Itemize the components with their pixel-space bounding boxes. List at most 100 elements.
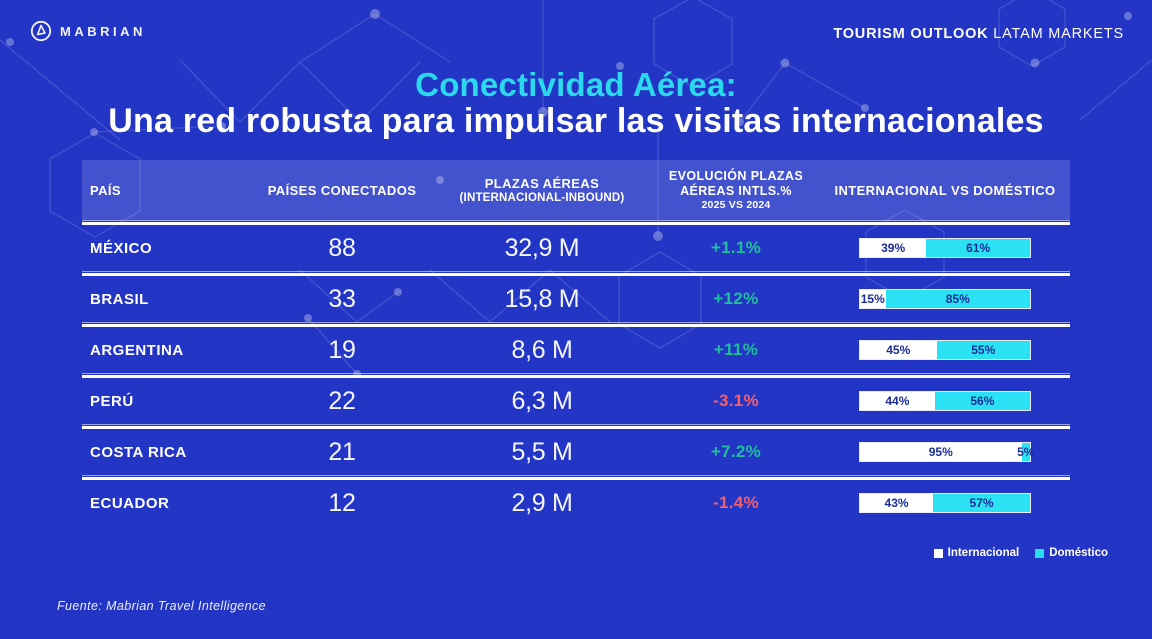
intl-vs-domestic-cell: 95% 5% [820,442,1070,462]
row-separator [82,271,1070,276]
intl-vs-domestic-bar: 15% 85% [859,289,1031,309]
bar-segment-domestico: 57% [933,494,1030,512]
air-seats-value: 2,9 M [511,488,573,517]
mabrian-logo-icon [30,20,52,42]
country-name: ARGENTINA [90,341,184,359]
intl-vs-domestic-cell: 45% 55% [820,340,1070,360]
top-bar: MABRIAN TOURISM OUTLOOK LATAM MARKETS [0,0,1152,42]
intl-vs-domestic-bar: 39% 61% [859,238,1031,258]
evolution-value: +7.2% [710,442,762,461]
country-name: ECUADOR [90,494,170,512]
table-row-argentina: ARGENTINA 19 8,6 M +11% 45% 55% [82,327,1070,373]
domestico-percent-label: 5% [1017,445,1035,459]
connected-countries-value: 19 [328,335,356,364]
connected-countries-value: 22 [328,386,356,415]
connected-countries-value: 12 [328,488,356,517]
connectivity-table: PAÍS PAÍSES CONECTADOS PLAZAS AÉREAS (IN… [82,160,1070,526]
legend-item-internacional: Internacional [933,547,1020,559]
country-name: PERÚ [90,392,134,410]
evolution-value: -3.1% [713,391,759,410]
bar-segment-internacional: 43% [860,494,934,512]
header-plazas-aereas: PLAZAS AÉREAS (INTERNACIONAL-INBOUND) [432,176,652,204]
internacional-percent-label: 45% [886,343,911,357]
bar-segment-internacional: 39% [860,239,927,257]
air-seats-value: 32,9 M [504,233,580,262]
header-plazas-aereas-sublabel: (INTERNACIONAL-INBOUND) [459,192,625,204]
domestico-percent-label: 55% [971,343,996,357]
table-row-costa-rica: COSTA RICA 21 5,5 M +7.2% 95% 5% [82,429,1070,475]
deck-title: TOURISM OUTLOOK LATAM MARKETS [833,20,1124,42]
table-row-ecuador: ECUADOR 12 2,9 M -1.4% 43% 57% [82,480,1070,526]
header-intl-vs-domestico-label: INTERNACIONAL VS DOMÉSTICO [834,182,1056,198]
slide-title-main: Una red robusta para impulsar las visita… [108,101,1044,140]
deck-title-regular: LATAM MARKETS [988,26,1124,42]
bar-segment-internacional: 15% [860,290,886,308]
intl-vs-domestic-bar: 95% 5% [859,442,1034,462]
internacional-percent-label: 44% [885,394,910,408]
logo-text: MABRIAN [60,23,146,39]
domestico-percent-label: 85% [945,292,970,306]
title-block: Conectividad Aérea: Una red robusta para… [0,66,1152,140]
row-separator [82,475,1070,480]
air-seats-value: 5,5 M [511,437,573,466]
air-seats-value: 6,3 M [511,386,573,415]
bar-segment-internacional: 45% [860,341,937,359]
bar-segment-domestico: 5% [1017,443,1034,461]
internacional-percent-label: 43% [884,496,909,510]
evolution-value: +12% [713,289,759,308]
header-pais: PAÍS [82,183,252,198]
header-paises-conectados-label: PAÍSES CONECTADOS [267,182,417,198]
intl-vs-domestic-cell: 15% 85% [820,289,1070,309]
domestico-percent-label: 61% [966,241,991,255]
country-name: BRASIL [90,290,149,308]
intl-vs-domestic-cell: 43% 57% [820,493,1070,513]
intl-vs-domestic-bar: 44% 56% [859,391,1031,411]
legend-swatch-internacional [933,548,943,558]
country-name: MÉXICO [90,239,153,257]
row-separator [82,322,1070,327]
row-separator [82,424,1070,429]
domestico-percent-label: 56% [970,394,995,408]
header-evolucion: EVOLUCIÓN PLAZAS AÉREAS INTLS.% 2025 VS … [652,169,820,211]
internacional-percent-label: 39% [881,241,906,255]
bar-segment-internacional: 95% [860,443,1022,461]
intl-vs-domestic-bar: 45% 55% [859,340,1031,360]
row-separator [82,220,1070,225]
header-evolucion-label: EVOLUCIÓN PLAZAS AÉREAS INTLS.% [668,169,804,198]
country-name: COSTA RICA [90,443,187,461]
legend-label-internacional: Internacional [947,547,1020,559]
mabrian-logo: MABRIAN [30,20,146,42]
evolution-value: +11% [713,340,759,359]
table-row-brasil: BRASIL 33 15,8 M +12% 15% 85% [82,276,1070,322]
evolution-value: +1.1% [710,238,762,257]
legend-swatch-domestico [1035,548,1045,558]
bar-segment-internacional: 44% [860,392,935,410]
legend-item-domestico: Doméstico [1035,547,1108,559]
header-pais-label: PAÍS [90,182,121,198]
slide-title-accent: Conectividad Aérea: [415,66,737,103]
air-seats-value: 15,8 M [504,284,580,313]
table-row-mexico: MÉXICO 88 32,9 M +1.1% 39% 61% [82,225,1070,271]
legend-label-domestico: Doméstico [1049,547,1108,559]
connected-countries-value: 88 [328,233,356,262]
table-row-peru: PERÚ 22 6,3 M -3.1% 44% 56% [82,378,1070,424]
header-plazas-aereas-label: PLAZAS AÉREAS [484,176,600,191]
intl-vs-domestic-bar: 43% 57% [859,493,1031,513]
bar-segment-domestico: 56% [934,392,1030,410]
internacional-percent-label: 15% [860,292,885,306]
connected-countries-value: 33 [328,284,356,313]
intl-vs-domestic-cell: 39% 61% [820,238,1070,258]
connected-countries-value: 21 [328,437,356,466]
bar-segment-domestico: 61% [926,239,1030,257]
header-intl-vs-domestico: INTERNACIONAL VS DOMÉSTICO [820,183,1070,198]
air-seats-value: 8,6 M [511,335,573,364]
source-note: Fuente: Mabrian Travel Intelligence [57,599,267,613]
domestico-percent-label: 57% [969,496,994,510]
bar-segment-domestico: 85% [885,290,1030,308]
row-separator [82,373,1070,378]
deck-title-bold: TOURISM OUTLOOK [833,26,989,42]
bar-segment-domestico: 55% [936,341,1030,359]
header-paises-conectados: PAÍSES CONECTADOS [252,183,432,198]
